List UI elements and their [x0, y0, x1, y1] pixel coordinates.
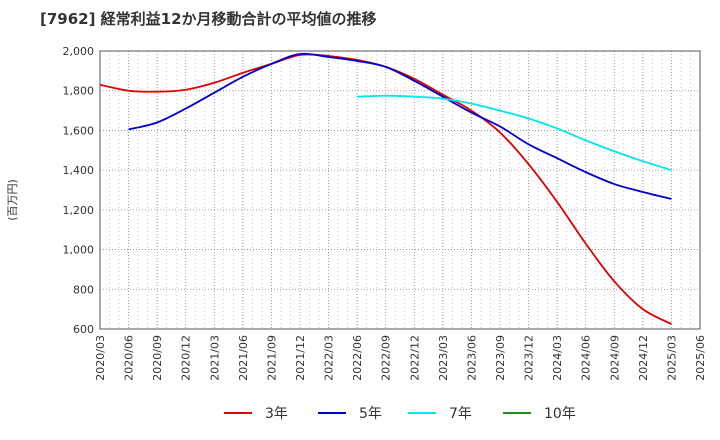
x-tick-label: 2023/12: [523, 335, 536, 381]
x-tick-label: 2020/03: [94, 335, 107, 381]
x-tick-label: 2022/12: [408, 335, 421, 381]
x-tick-label: 2022/03: [323, 335, 336, 381]
y-tick-label: 1,200: [63, 204, 95, 217]
y-axis-label: (百万円): [6, 179, 19, 221]
x-tick-label: 2020/06: [123, 335, 136, 381]
y-tick-label: 1,000: [63, 244, 95, 257]
y-tick-label: 2,000: [63, 45, 95, 58]
x-tick-label: 2024/06: [580, 335, 593, 381]
legend-label: 5年: [359, 406, 382, 422]
x-tick-label: 2023/06: [465, 335, 478, 381]
legend-label: 10年: [544, 406, 576, 422]
x-tick-label: 2020/09: [151, 335, 164, 381]
plot-frame: [99, 50, 701, 330]
y-tick-label: 800: [73, 283, 94, 296]
legend-label: 7年: [449, 406, 472, 422]
x-tick-label: 2025/06: [694, 335, 707, 381]
legend: 3年 5年 7年 10年: [224, 406, 576, 422]
x-tick-label: 2024/03: [551, 335, 564, 381]
chart-title: [7962] 経常利益12か月移動合計の平均値の推移: [40, 10, 377, 28]
x-tick-label: 2021/03: [208, 335, 221, 381]
y-tick-label: 600: [73, 323, 94, 336]
x-tick-label: 2024/09: [608, 335, 621, 381]
series-lines: [99, 52, 672, 325]
x-tick-label: 2023/03: [437, 335, 450, 381]
y-tick-label: 1,600: [63, 124, 95, 137]
grid: [99, 50, 701, 330]
x-tick-label: 2024/12: [637, 335, 650, 381]
x-tick-label: 2022/06: [351, 335, 364, 381]
x-axis-ticks: 2020/03 2020/06 2020/09 2020/12 2021/03 2021/…: [94, 335, 707, 381]
series-line-2: [357, 94, 672, 172]
y-tick-label: 1,400: [63, 164, 95, 177]
x-tick-label: 2020/12: [180, 335, 193, 381]
x-tick-label: 2023/09: [494, 335, 507, 381]
x-tick-label: 2021/06: [237, 335, 250, 381]
x-tick-label: 2021/12: [294, 335, 307, 381]
legend-label: 3年: [265, 406, 288, 422]
y-tick-label: 1,800: [63, 85, 95, 98]
series-line-1: [128, 52, 672, 200]
x-tick-label: 2025/03: [665, 335, 678, 381]
x-tick-label: 2022/09: [380, 335, 393, 381]
x-tick-label: 2021/09: [265, 335, 278, 381]
y-axis-ticks: 600 800 1,000 1,200 1,400 1,600 1,800 2,000: [63, 45, 95, 336]
